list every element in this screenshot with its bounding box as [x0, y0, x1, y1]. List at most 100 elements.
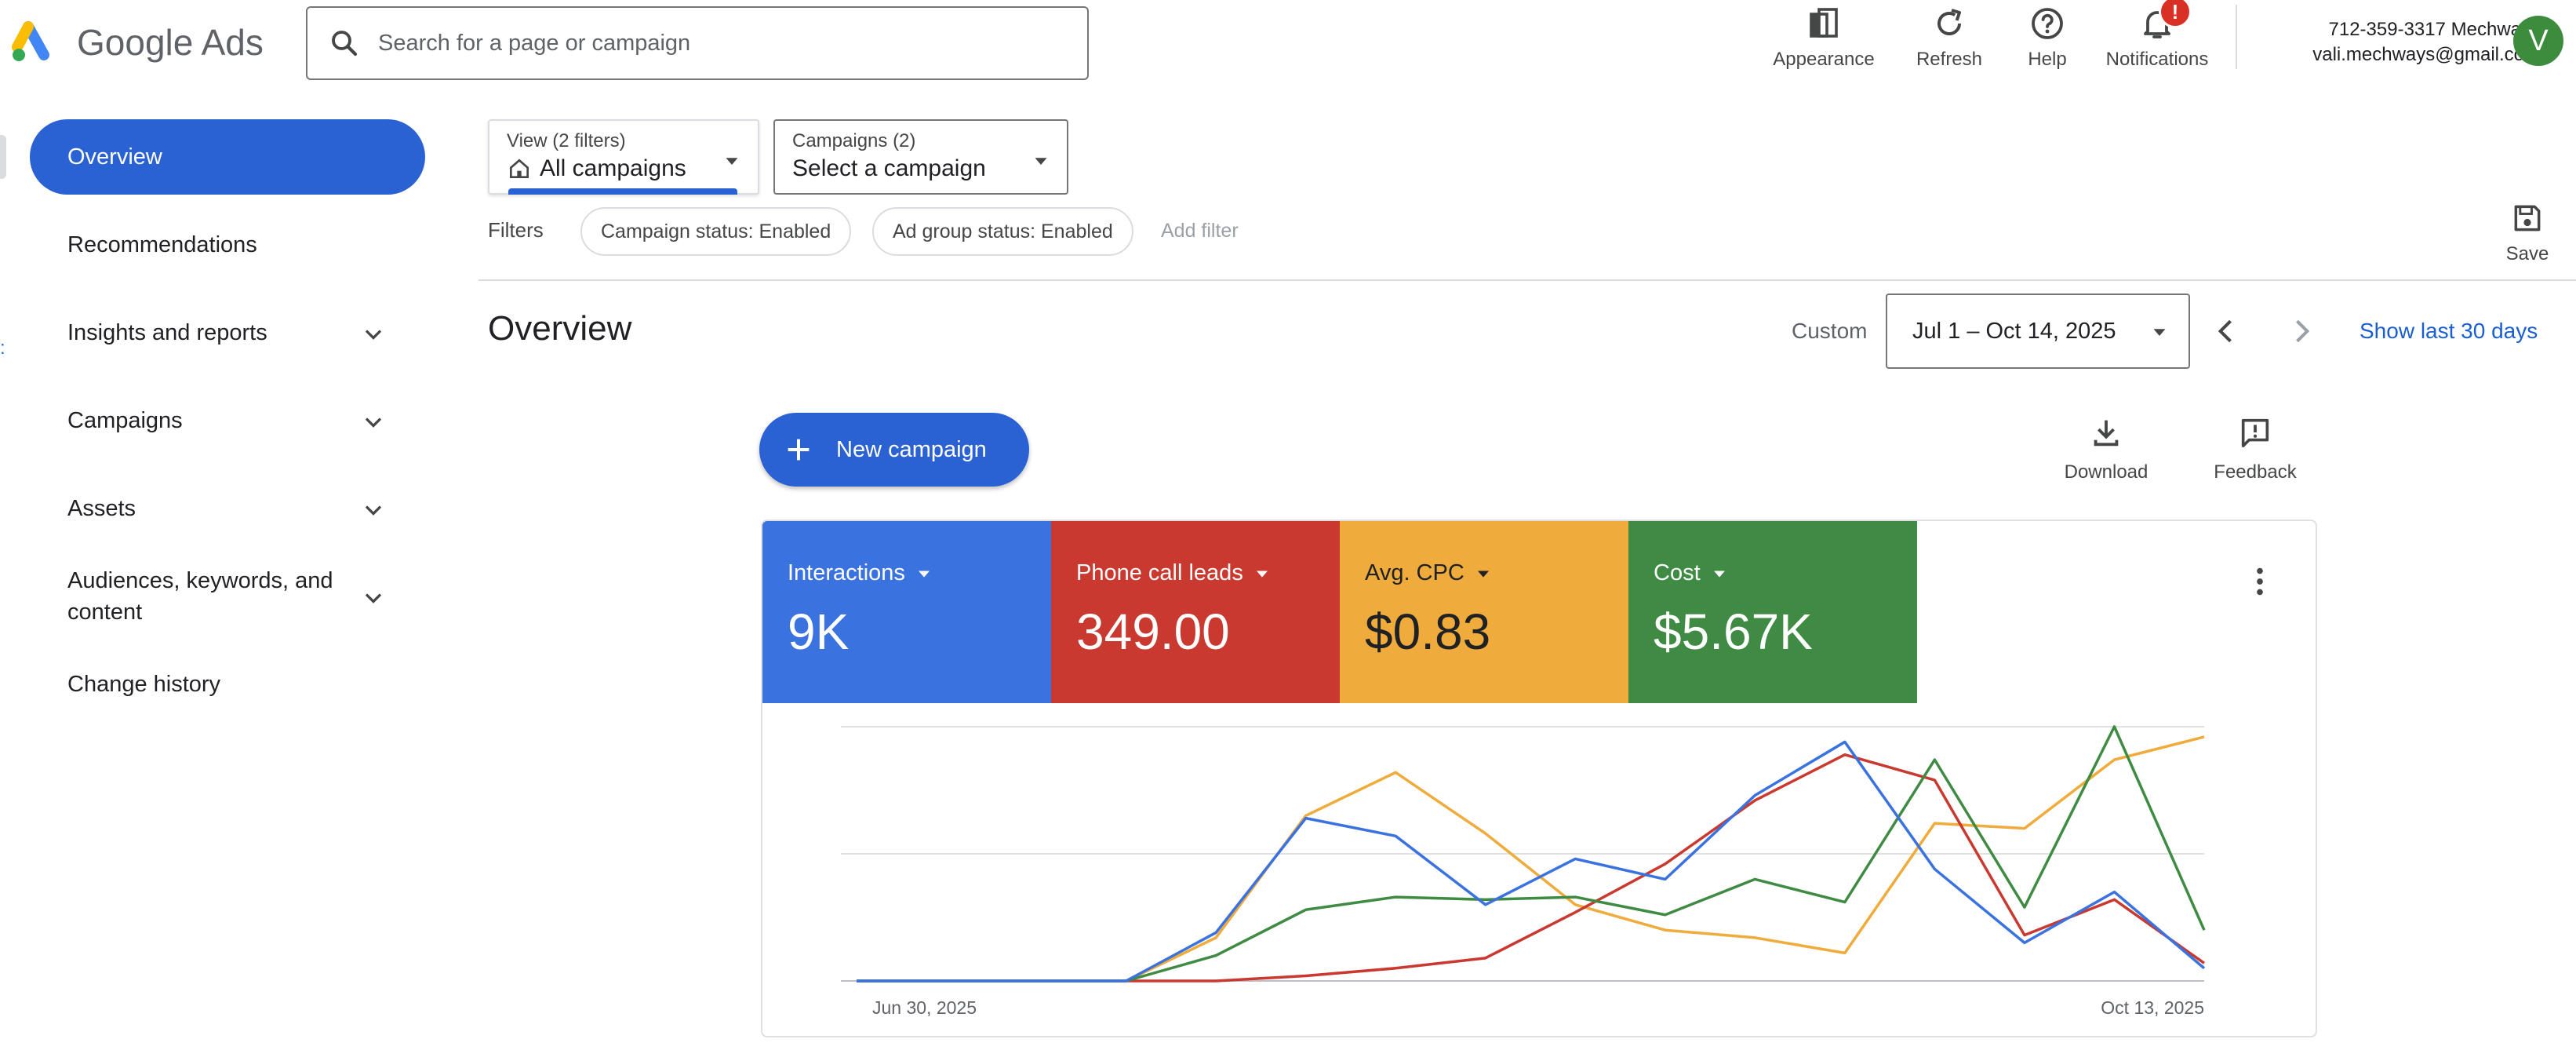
- filters-label: Filters: [488, 218, 544, 242]
- chart-x-tick-label: Oct 13, 2025: [2101, 997, 2204, 1018]
- metric-value: $5.67K: [1654, 603, 1813, 660]
- dropdown-arrow-icon: [2153, 329, 2166, 336]
- sidebar-item-assets[interactable]: Assets: [30, 471, 425, 546]
- search-icon: [332, 31, 358, 57]
- chart-series-line-red[interactable]: [857, 753, 2206, 983]
- sidebar-edge-mark: :: [0, 337, 5, 359]
- metric-tile-avg-cpc[interactable]: Avg. CPC $0.83: [1340, 521, 1628, 703]
- dropdown-arrow-icon: [1035, 158, 1047, 165]
- new-campaign-label: New campaign: [836, 436, 987, 462]
- feedback-icon: [2241, 418, 2269, 448]
- metric-name: Interactions: [788, 560, 905, 585]
- campaign-selector[interactable]: Campaigns (2) Select a campaign: [773, 119, 1068, 195]
- chevron-down-icon[interactable]: [359, 496, 387, 524]
- download-label: Download: [2064, 461, 2148, 483]
- sidebar-item-campaigns[interactable]: Campaigns: [30, 383, 425, 458]
- metric-tile-phone-call-leads[interactable]: Phone call leads 349.00: [1051, 521, 1340, 703]
- dropdown-arrow-icon: [918, 571, 930, 578]
- avatar[interactable]: V: [2513, 16, 2563, 66]
- save-icon: [2514, 205, 2541, 232]
- filter-chip-campaign-status[interactable]: Campaign status: Enabled: [580, 207, 852, 256]
- metric-tile-interactions[interactable]: Interactions 9K: [762, 521, 1051, 703]
- help-button[interactable]: Help: [2008, 0, 2087, 78]
- notifications-button[interactable]: Notifications: [2090, 0, 2224, 78]
- download-icon: [2094, 420, 2119, 447]
- page-title: Overview: [488, 309, 632, 348]
- metric-value: 9K: [788, 603, 850, 660]
- refresh-button[interactable]: Refresh: [1898, 0, 2000, 78]
- notifications-label: Notifications: [2105, 49, 2209, 70]
- metric-tile-cost[interactable]: Cost $5.67K: [1628, 521, 1917, 703]
- show-last-30-days-link[interactable]: Show last 30 days: [2360, 319, 2538, 343]
- feedback-button[interactable]: Feedback: [2204, 414, 2306, 483]
- search-box[interactable]: [306, 6, 1089, 80]
- sidebar-item-label: Overview: [67, 144, 162, 170]
- appearance-label: Appearance: [1773, 49, 1875, 70]
- sidebar-item-label: Campaigns: [67, 408, 183, 433]
- dropdown-arrow-icon: [1256, 571, 1268, 578]
- chart-x-tick-label: Jun 30, 2025: [872, 997, 977, 1018]
- account-name[interactable]: 712-359-3317 Mechways: [2328, 19, 2541, 40]
- sidebar-item-overview[interactable]: Overview: [30, 119, 425, 195]
- appearance-button[interactable]: Appearance: [1757, 0, 1890, 78]
- sidebar-item-change-history[interactable]: Change history: [30, 647, 425, 722]
- account-email[interactable]: vali.mechways@gmail.com: [2312, 44, 2540, 65]
- view-selector-active-indicator: [508, 188, 737, 195]
- metric-name: Avg. CPC: [1365, 560, 1464, 585]
- performance-card: Interactions 9K Phone call leads 349.00 …: [761, 520, 2317, 1037]
- product-name: Google Ads: [77, 22, 264, 63]
- date-range-type: Custom: [1792, 319, 1868, 343]
- date-range-value: Jul 1 – Oct 14, 2025: [1912, 318, 2116, 344]
- search-input[interactable]: [377, 29, 1007, 57]
- view-selector-caption: View (2 filters): [507, 130, 626, 151]
- feedback-label: Feedback: [2214, 461, 2297, 483]
- sidebar-item-label: Insights and reports: [67, 320, 267, 345]
- sidebar-item-label: Change history: [67, 672, 221, 697]
- filter-chip-ad-group-status[interactable]: Ad group status: Enabled: [872, 207, 1133, 256]
- chart-series-line-orange[interactable]: [857, 735, 2205, 983]
- chevron-down-icon[interactable]: [359, 584, 387, 612]
- header-divider: [2236, 5, 2237, 69]
- dropdown-arrow-icon: [1477, 571, 1489, 578]
- view-selector[interactable]: View (2 filters) All campaigns: [488, 119, 759, 195]
- metric-name: Cost: [1654, 560, 1701, 585]
- performance-line-chart: Jun 30, 2025 Oct 13, 2025: [841, 725, 2206, 1018]
- sidebar-item-recommendations[interactable]: Recommendations: [30, 207, 425, 283]
- filter-bar-divider: [478, 279, 2576, 281]
- sidebar-item-label: Assets: [67, 496, 136, 521]
- view-selector-value: All campaigns: [540, 155, 686, 181]
- sidebar-collapse-handle[interactable]: [0, 135, 6, 179]
- sidebar-item-label: Recommendations: [67, 232, 257, 257]
- refresh-icon: [1937, 9, 1961, 36]
- add-filter-button[interactable]: Add filter: [1161, 220, 1239, 242]
- sidebar-item-insights-and-reports[interactable]: Insights and reports: [30, 295, 425, 370]
- dropdown-arrow-icon: [1713, 571, 1725, 578]
- notification-badge: !: [2159, 0, 2192, 28]
- save-label: Save: [2505, 243, 2549, 264]
- campaign-selector-caption: Campaigns (2): [792, 130, 916, 151]
- chevron-down-icon[interactable]: [359, 320, 387, 348]
- next-period-icon[interactable]: [2284, 314, 2319, 348]
- help-icon: [2032, 8, 2063, 39]
- previous-period-icon[interactable]: [2209, 314, 2243, 348]
- chart-series-line-green[interactable]: [857, 725, 2206, 983]
- sidebar-item-audiences[interactable]: Audiences, keywords, and content: [30, 556, 425, 637]
- chevron-down-icon[interactable]: [359, 408, 387, 436]
- download-button[interactable]: Download: [2055, 414, 2157, 483]
- home-icon: [510, 159, 529, 178]
- metric-value: $0.83: [1365, 603, 1491, 660]
- plus-icon: [788, 439, 810, 461]
- appearance-icon: [1810, 8, 1838, 38]
- chart-series-line-blue[interactable]: [857, 740, 2206, 983]
- save-button[interactable]: Save: [2488, 201, 2567, 265]
- date-range-picker[interactable]: Jul 1 – Oct 14, 2025: [1886, 293, 2190, 369]
- google-ads-logo-icon: [12, 21, 49, 61]
- help-label: Help: [2028, 49, 2067, 70]
- new-campaign-button[interactable]: New campaign: [759, 413, 1029, 487]
- more-options-icon[interactable]: [2242, 563, 2278, 600]
- campaign-selector-value: Select a campaign: [792, 155, 986, 181]
- metric-value: 349.00: [1076, 603, 1230, 660]
- dropdown-arrow-icon: [726, 158, 738, 165]
- metric-name: Phone call leads: [1076, 560, 1243, 585]
- sidebar-item-label: Audiences, keywords, and content: [67, 568, 333, 625]
